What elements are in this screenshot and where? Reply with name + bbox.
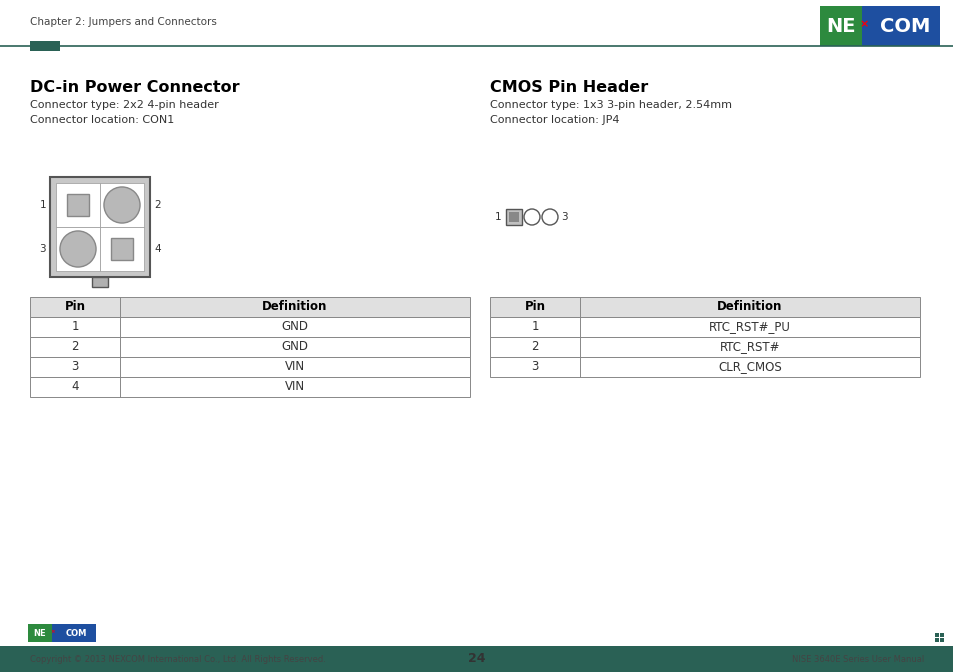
Bar — [67, 194, 90, 216]
Text: DC-in Power Connector: DC-in Power Connector — [30, 80, 239, 95]
Text: 3: 3 — [71, 360, 78, 374]
Text: 3: 3 — [531, 360, 538, 374]
Text: COM: COM — [66, 628, 87, 638]
Text: VIN: VIN — [285, 360, 305, 374]
Bar — [490, 317, 919, 337]
Bar — [30, 337, 470, 357]
Text: 2: 2 — [71, 341, 79, 353]
Bar — [939, 633, 943, 637]
Bar — [490, 337, 919, 357]
Text: 1: 1 — [494, 212, 500, 222]
Text: 1: 1 — [531, 321, 538, 333]
Bar — [490, 357, 919, 377]
Text: 2: 2 — [531, 341, 538, 353]
Bar — [0, 646, 953, 672]
Bar — [56, 183, 100, 227]
Bar — [51, 624, 96, 642]
Text: 1: 1 — [71, 321, 79, 333]
Text: GND: GND — [281, 341, 308, 353]
Bar — [490, 297, 919, 317]
Text: 24: 24 — [468, 653, 485, 665]
Bar — [30, 41, 60, 51]
Text: RTC_RST#_PU: RTC_RST#_PU — [708, 321, 790, 333]
Bar — [30, 317, 470, 337]
Bar — [862, 6, 939, 46]
Text: 4: 4 — [71, 380, 79, 394]
Circle shape — [541, 209, 558, 225]
Bar — [505, 209, 521, 225]
Bar — [50, 177, 150, 277]
Text: Connector location: CON1: Connector location: CON1 — [30, 115, 174, 125]
Bar — [30, 377, 470, 397]
Text: Chapter 2: Jumpers and Connectors: Chapter 2: Jumpers and Connectors — [30, 17, 216, 27]
Bar — [30, 297, 470, 317]
Text: Copyright © 2013 NEXCOM International Co., Ltd. All Rights Reserved.: Copyright © 2013 NEXCOM International Co… — [30, 655, 326, 663]
Bar — [934, 633, 938, 637]
Text: 3: 3 — [560, 212, 567, 222]
Bar — [91, 277, 108, 287]
Text: NE: NE — [33, 628, 46, 638]
Bar — [100, 183, 144, 227]
Text: CLR_CMOS: CLR_CMOS — [718, 360, 781, 374]
Bar — [111, 238, 133, 261]
Text: ×: × — [859, 19, 868, 29]
Bar — [939, 638, 943, 642]
Text: NISE 3640E Series User Manual: NISE 3640E Series User Manual — [791, 655, 923, 663]
Text: Connector type: 1x3 3-pin header, 2.54mm: Connector type: 1x3 3-pin header, 2.54mm — [490, 100, 731, 110]
Text: NE: NE — [825, 17, 855, 36]
Text: 1: 1 — [39, 200, 46, 210]
Text: Connector type: 2x2 4-pin header: Connector type: 2x2 4-pin header — [30, 100, 218, 110]
Bar — [820, 6, 862, 46]
Circle shape — [523, 209, 539, 225]
Bar — [30, 357, 470, 377]
Text: 4: 4 — [153, 244, 160, 254]
Text: COM: COM — [879, 17, 929, 36]
Text: ×: × — [51, 630, 55, 634]
Text: CMOS Pin Header: CMOS Pin Header — [490, 80, 648, 95]
Circle shape — [104, 187, 140, 223]
Text: Connector location: JP4: Connector location: JP4 — [490, 115, 618, 125]
Text: VIN: VIN — [285, 380, 305, 394]
Circle shape — [60, 231, 96, 267]
Text: 2: 2 — [153, 200, 160, 210]
Text: Definition: Definition — [262, 300, 327, 314]
Bar — [56, 227, 100, 271]
Text: Pin: Pin — [524, 300, 545, 314]
Text: Definition: Definition — [717, 300, 781, 314]
Text: RTC_RST#: RTC_RST# — [719, 341, 780, 353]
Text: GND: GND — [281, 321, 308, 333]
Bar — [934, 638, 938, 642]
Bar — [28, 624, 51, 642]
Bar — [509, 212, 518, 222]
Text: Pin: Pin — [65, 300, 86, 314]
Bar — [100, 227, 144, 271]
Text: 3: 3 — [39, 244, 46, 254]
